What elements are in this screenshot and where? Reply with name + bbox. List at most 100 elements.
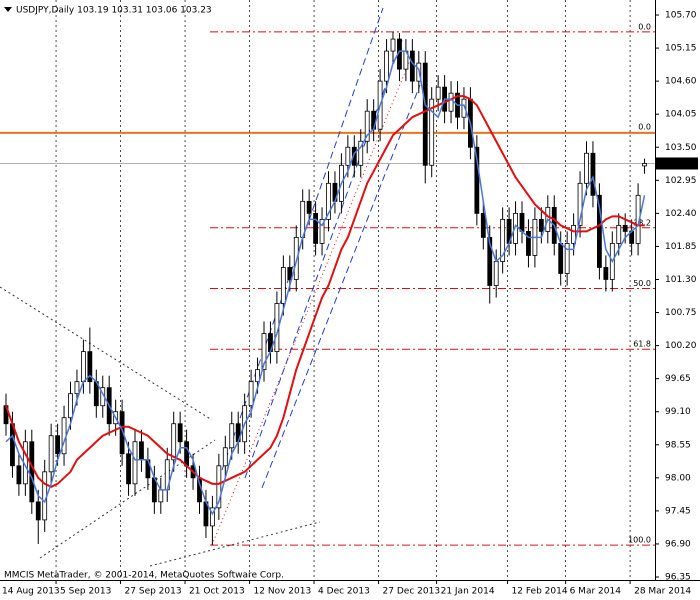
y-tick-label: 99.10	[665, 407, 691, 417]
y-tick-label: 97.45	[665, 506, 691, 516]
candle-body	[74, 381, 80, 395]
candle-body	[280, 267, 286, 304]
candle-body	[229, 423, 235, 449]
candle-body	[313, 212, 319, 244]
candle-body	[409, 50, 415, 82]
plot-layer	[3, 31, 647, 546]
candle-body	[577, 182, 583, 226]
x-tick-label: 21 Jan 2014	[441, 587, 495, 597]
candle-body	[87, 351, 93, 383]
candle-body	[571, 224, 576, 244]
candle-body	[351, 146, 357, 166]
candle-body	[139, 441, 144, 461]
chart-title: USDJPY,Daily 103.19 103.31 103.06 103.23	[16, 6, 212, 16]
candle-body	[16, 465, 22, 485]
y-tick-label: 100.75	[665, 308, 697, 318]
y-tick-label: 96.35	[665, 572, 691, 582]
y-tick-label: 104.60	[665, 77, 697, 87]
y-tick-label: 104.05	[665, 110, 697, 120]
fibo-level-label: 61.8	[633, 340, 651, 349]
candle-body	[29, 441, 35, 503]
grid-layer: 0.0 38.2 50.0 61.8 100.0 0.0	[0, 0, 655, 580]
y-tick-label: 101.30	[665, 275, 697, 285]
candle-body	[306, 200, 312, 214]
candle-body	[119, 411, 125, 455]
candle-body	[603, 267, 609, 280]
y-tick-label: 96.90	[665, 539, 691, 549]
x-tick-label: 6 Mar 2014	[570, 587, 622, 597]
candle-body	[493, 261, 499, 286]
candle-body	[171, 423, 177, 461]
candle-body	[255, 369, 260, 383]
y-tick-label: 105.70	[665, 11, 697, 21]
x-tick-label: 12 Nov 2013	[254, 587, 312, 597]
moving-average	[5, 50, 646, 516]
candle-body	[68, 393, 73, 419]
candle-body	[448, 92, 454, 112]
candle-body	[422, 62, 428, 166]
candle-body	[616, 224, 622, 244]
candle-body	[558, 243, 564, 274]
candle-body	[216, 465, 222, 509]
candle-body	[81, 351, 86, 383]
channel-line	[261, 84, 421, 489]
y-tick-label: 105.15	[665, 44, 697, 54]
trend-line	[0, 286, 213, 421]
x-tick-label: 28 Mar 2014	[634, 587, 691, 597]
y-tick-label: 98.00	[665, 473, 691, 483]
candle-body	[487, 237, 493, 286]
last-price-label: 103.23	[664, 159, 696, 169]
candle-body	[538, 218, 544, 232]
candle-body	[622, 224, 628, 232]
x-tick-label: 4 Dec 2013	[318, 587, 370, 597]
candle-body	[480, 212, 486, 238]
fibo-level-label: 50.0	[633, 279, 651, 288]
candle-body	[642, 163, 647, 167]
candle-body	[184, 441, 190, 467]
candle-body	[248, 381, 254, 407]
candle-body	[513, 212, 518, 244]
candle-body	[384, 50, 389, 82]
y-tick-label: 98.55	[665, 440, 691, 450]
candle-body	[177, 423, 183, 443]
candle-body	[293, 237, 299, 280]
menu-triangle	[4, 7, 12, 12]
candle-body	[564, 243, 570, 274]
last-price-box	[656, 157, 698, 170]
footer: MMCIS MetaTrader, © 2001-2014, MetaQuote…	[4, 571, 284, 581]
y-tick-label: 102.40	[665, 209, 697, 219]
x-tick-label: 27 Dec 2013	[383, 587, 441, 597]
y-tick-label: 101.85	[665, 242, 697, 252]
candle-body	[326, 182, 331, 220]
fibo-level-label: 100.0	[628, 536, 651, 545]
candle-body	[287, 267, 293, 280]
x-tick-label: 5 Sep 2013	[60, 587, 111, 597]
y-tick-label: 100.20	[665, 341, 697, 351]
candle-body	[435, 86, 441, 100]
horizontal-line-label: 0.0	[638, 122, 651, 131]
trend-line	[149, 521, 321, 567]
candle-body	[597, 194, 602, 268]
candle-body	[526, 230, 531, 256]
candle-body	[158, 489, 164, 503]
fibo-level-label: 38.2	[633, 218, 651, 227]
candle-body	[209, 507, 215, 527]
candle-body	[364, 110, 370, 142]
y-tick-label: 99.65	[665, 374, 691, 384]
candle-body	[584, 152, 589, 184]
candle-body	[319, 218, 325, 244]
x-tick-label: 27 Sep 2013	[125, 587, 182, 597]
y-tick-label: 102.95	[665, 176, 697, 186]
candle-body	[261, 333, 267, 371]
candle-body	[126, 453, 131, 485]
candle-body	[132, 441, 138, 485]
candle-body	[500, 218, 506, 262]
fibo-base-line	[211, 59, 411, 546]
x-tick-label: 14 Aug 2013	[2, 587, 60, 597]
candle-body	[55, 435, 60, 455]
x-tick-label: 21 Oct 2013	[189, 587, 245, 597]
fibo-level-label: 0.0	[638, 22, 651, 31]
